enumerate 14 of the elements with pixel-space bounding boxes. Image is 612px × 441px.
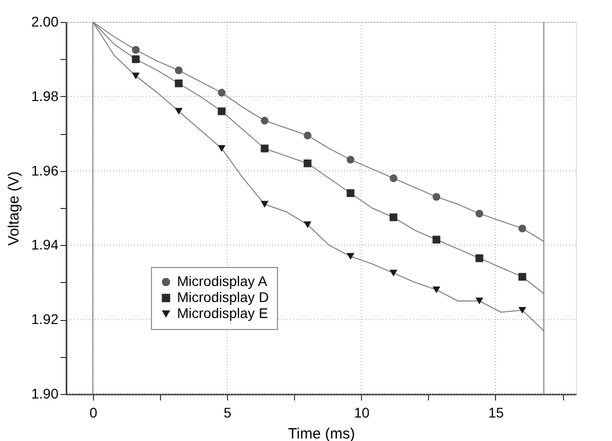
y-tick-label: 2.00 [31, 14, 59, 30]
x-tick-label: 15 [488, 404, 504, 420]
legend-label: Microdisplay D [177, 289, 269, 305]
x-tick-label: 0 [89, 404, 98, 420]
y-tick-label: 1.90 [31, 386, 59, 402]
y-tick-label: 1.94 [31, 236, 59, 253]
legend-label: Microdisplay E [177, 305, 268, 321]
y-tick-label: 1.92 [31, 311, 59, 328]
y-tick-label: 1.98 [31, 88, 59, 104]
y-tick-label: 1.96 [31, 162, 59, 178]
legend-label: Microdisplay A [177, 273, 268, 289]
x-tick-label: 10 [354, 404, 370, 420]
y-axis-title: Voltage (V) [5, 171, 22, 246]
x-tick-label: 5 [224, 404, 232, 420]
